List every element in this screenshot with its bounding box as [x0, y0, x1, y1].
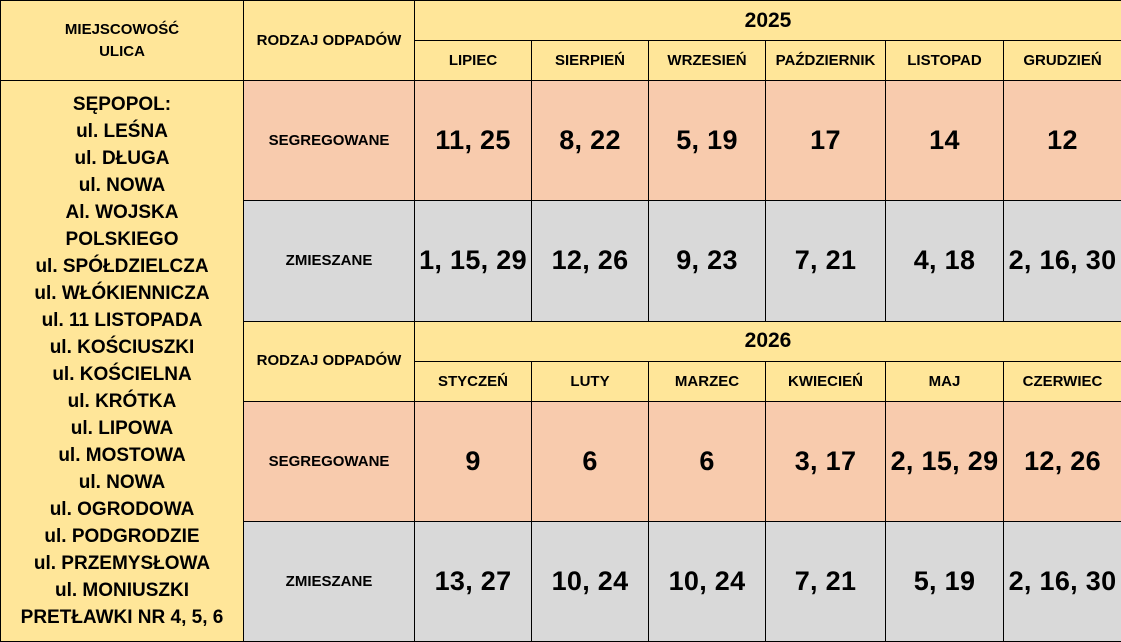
location-line: ul. NOWA — [78, 472, 166, 494]
collection-dates-cell: 2, 16, 30 — [1003, 200, 1121, 322]
collection-dates-cell: 12, 26 — [1003, 400, 1121, 522]
location-line: ul. NOWA — [78, 175, 166, 197]
collection-dates-cell: 12 — [1003, 80, 1121, 202]
waste-type-segregowane: SEGREGOWANE — [243, 80, 415, 202]
month-header: LIPIEC — [414, 40, 532, 82]
year-header-2025: 2025 — [414, 0, 1121, 42]
month-header: LISTOPAD — [885, 40, 1004, 82]
collection-dates-cell: 10, 24 — [531, 520, 649, 642]
collection-dates-cell: 11, 25 — [414, 80, 532, 202]
location-line: ul. MOSTOWA — [58, 445, 186, 467]
collection-dates-cell: 8, 22 — [531, 80, 649, 202]
waste-type-zmieszane: ZMIESZANE — [243, 200, 415, 322]
month-header: PAŹDZIERNIK — [765, 40, 886, 82]
collection-dates-cell: 12, 26 — [531, 200, 649, 322]
collection-dates-cell: 5, 19 — [885, 520, 1004, 642]
collection-dates-cell: 3, 17 — [765, 400, 886, 522]
segregowane-2026-row: SEGREGOWANE 9 6 6 3, 17 2, 15, 29 12, 26 — [1, 400, 1121, 522]
year-header-2026: 2026 — [414, 320, 1121, 362]
waste-type-segregowane: SEGREGOWANE — [243, 400, 415, 522]
collection-dates-cell: 14 — [885, 80, 1004, 202]
zmieszane-2025-row: ZMIESZANE 1, 15, 29 12, 26 9, 23 7, 21 4… — [1, 200, 1121, 322]
months-2025-row: LIPIEC SIERPIEŃ WRZESIEŃ PAŹDZIERNIK LIS… — [1, 40, 1121, 82]
location-line: ul. WŁÓKIENNICZA — [34, 283, 210, 305]
collection-dates-cell: 10, 24 — [648, 520, 766, 642]
collection-dates-cell: 6 — [648, 400, 766, 522]
year-2025-header-row: MIEJSCOWOŚĆ ULICA RODZAJ ODPADÓW 2025 — [0, 0, 1121, 82]
collection-dates-cell: 6 — [531, 400, 649, 522]
location-header-line2: ULICA — [99, 42, 145, 60]
location-line: ul. SPÓŁDZIELCZA — [35, 256, 209, 278]
collection-dates-cell: 4, 18 — [885, 200, 1004, 322]
location-line: ul. MONIUSZKI — [54, 580, 190, 602]
collection-dates-cell: 2, 15, 29 — [885, 400, 1004, 522]
location-line: POLSKIEGO — [65, 229, 179, 251]
segregowane-2025-row: SĘPOPOL: ul. LEŚNA ul. DŁUGA ul. NOWA Al… — [0, 80, 1121, 642]
location-line: PRETŁAWKI NR 4, 5, 6 — [20, 607, 224, 629]
collection-dates-cell: 7, 21 — [765, 200, 886, 322]
waste-type-zmieszane: ZMIESZANE — [243, 520, 415, 642]
location-line: ul. DŁUGA — [74, 148, 170, 170]
location-line: ul. KOŚCIELNA — [52, 364, 192, 386]
collection-dates-cell: 7, 21 — [765, 520, 886, 642]
month-header: CZERWIEC — [1003, 360, 1121, 402]
location-column-header: MIEJSCOWOŚĆ ULICA — [0, 0, 244, 82]
location-streets-cell: SĘPOPOL: ul. LEŚNA ul. DŁUGA ul. NOWA Al… — [0, 80, 244, 642]
collection-dates-cell: 9, 23 — [648, 200, 766, 322]
month-header: MARZEC — [648, 360, 766, 402]
location-line: ul. 11 LISTOPADA — [41, 310, 203, 332]
collection-dates-cell: 5, 19 — [648, 80, 766, 202]
location-line: ul. PODGRODZIE — [44, 526, 200, 548]
waste-type-column-header: RODZAJ ODPADÓW — [243, 320, 415, 402]
month-header: MAJ — [885, 360, 1004, 402]
location-line: ul. LIPOWA — [70, 418, 174, 440]
month-header: WRZESIEŃ — [648, 40, 766, 82]
location-line: SĘPOPOL: — [72, 94, 172, 116]
month-header: GRUDZIEŃ — [1003, 40, 1121, 82]
month-header: SIERPIEŃ — [531, 40, 649, 82]
month-header: KWIECIEŃ — [765, 360, 886, 402]
collection-dates-cell: 13, 27 — [414, 520, 532, 642]
location-line: Al. WOJSKA — [65, 202, 179, 224]
month-header: LUTY — [531, 360, 649, 402]
location-line: ul. KOŚCIUSZKI — [49, 337, 195, 359]
collection-dates-cell: 1, 15, 29 — [414, 200, 532, 322]
collection-dates-cell: 17 — [765, 80, 886, 202]
location-line: ul. LEŚNA — [76, 121, 168, 143]
location-header-line1: MIEJSCOWOŚĆ — [64, 20, 180, 38]
waste-type-column-header: RODZAJ ODPADÓW — [243, 0, 415, 82]
location-line: ul. OGRODOWA — [49, 499, 195, 521]
zmieszane-2026-row: ZMIESZANE 13, 27 10, 24 10, 24 7, 21 5, … — [1, 520, 1121, 642]
months-2026-row: STYCZEŃ LUTY MARZEC KWIECIEŃ MAJ CZERWIE… — [1, 360, 1121, 402]
location-line: ul. KRÓTKA — [67, 391, 177, 413]
month-header: STYCZEŃ — [414, 360, 532, 402]
collection-dates-cell: 9 — [414, 400, 532, 522]
location-line: ul. PRZEMYSŁOWA — [33, 553, 211, 575]
collection-dates-cell: 2, 16, 30 — [1003, 520, 1121, 642]
